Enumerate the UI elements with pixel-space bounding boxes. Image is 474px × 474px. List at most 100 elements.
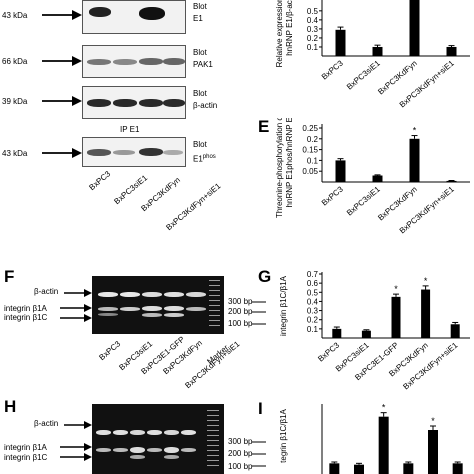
significance-marker: * [394, 284, 398, 294]
y-tick-label: 0.3 [307, 307, 319, 316]
band [96, 430, 111, 435]
arrow-icon [42, 96, 82, 106]
y-tick-label: 0.15 [302, 146, 318, 155]
bar [409, 138, 420, 182]
blot-label-target: E1phos [193, 154, 216, 164]
bp-label: 100 bp [228, 462, 253, 471]
band [142, 292, 162, 297]
x-tick-label: BxPC3 [316, 340, 341, 363]
band [98, 292, 118, 297]
kda-label-e1phos: 43 kDa [2, 149, 28, 158]
blot-label: Blot [193, 140, 207, 149]
band [89, 7, 111, 17]
bar [446, 180, 457, 182]
bp-label: 300 bp [228, 437, 253, 446]
band [164, 430, 179, 435]
y-tick-label: 0.05 [302, 167, 318, 176]
ip-label: IP E1 [120, 125, 140, 134]
bar [446, 46, 457, 56]
band [113, 448, 128, 452]
blot-actin [82, 86, 186, 119]
bar [450, 324, 460, 338]
y-tick-label: 0.5 [307, 7, 319, 16]
y-tick-label: 0.25 [302, 124, 318, 133]
lane-label: BxPC3KdFyn+siE1 [164, 181, 223, 233]
band [87, 149, 111, 156]
chart-g: 0.10.20.30.40.50.60.7BxPC3BxPC3siE1*BxPC… [279, 270, 470, 391]
band [96, 448, 111, 452]
y-axis-label: Relative expression of [275, 0, 284, 67]
band [98, 307, 118, 311]
y-tick-label: 0.5 [307, 288, 319, 297]
band [87, 99, 111, 107]
panel-letter-i: I [258, 399, 263, 418]
y-tick-label: 0.2 [307, 34, 319, 43]
bar [361, 330, 371, 338]
y-tick-label: 0.1 [307, 325, 319, 334]
band [181, 448, 196, 452]
band [113, 430, 128, 435]
arrow-icon [60, 304, 92, 322]
bar [332, 328, 342, 338]
kda-label-actin: 39 kDa [2, 97, 28, 106]
y-axis-label: tegrin β1C/β1A [279, 409, 288, 463]
significance-marker: * [382, 403, 386, 413]
gel-band-label: integrin β1C [4, 453, 48, 462]
blot-label: Blot [193, 48, 207, 57]
y-tick-label: 0.6 [307, 279, 319, 288]
band [164, 292, 184, 297]
bp-ticks [252, 441, 266, 467]
band [139, 58, 163, 65]
arrow-icon [60, 443, 92, 461]
bar [391, 296, 401, 338]
y-axis-label: Threonine-phosphorylation of E1 [275, 118, 284, 218]
bar [409, 0, 420, 56]
y-tick-label: 0.1 [307, 156, 319, 165]
gel-band-label: β-actin [34, 287, 59, 296]
band [98, 313, 118, 316]
y-tick-label: 0.4 [307, 297, 319, 306]
bar [372, 46, 383, 56]
x-tick-label: BxPC3 [320, 58, 345, 81]
significance-marker: * [413, 126, 417, 136]
y-axis-label: hnRNP E1phos/hnRNP E1 [285, 118, 294, 207]
bp-label: 200 bp [228, 307, 253, 316]
arrow-icon [42, 56, 82, 66]
blot-e1-phos [82, 137, 186, 167]
y-axis-label: hnRNP E1/β-ac [285, 0, 294, 56]
arrow-icon [64, 421, 92, 429]
kda-label-pak1: 66 kDa [2, 57, 28, 66]
band [147, 448, 162, 452]
band [130, 447, 145, 453]
x-tick-label: BxPC3siE1 [345, 184, 382, 217]
band [139, 7, 165, 20]
chart-i: * * tegrin β1C/β1A [279, 403, 463, 474]
panel-letter-e: E [258, 117, 270, 136]
y-tick-label: 0.4 [307, 16, 319, 25]
bp-label: 200 bp [228, 449, 253, 458]
arrow-icon [42, 10, 82, 20]
band [163, 99, 185, 107]
x-tick-label: BxPC3KdFyn+siE1 [401, 340, 459, 391]
y-tick-label: 0.2 [307, 316, 319, 325]
bp-ticks [252, 301, 266, 325]
bar [403, 463, 414, 474]
band [130, 455, 145, 459]
lane-label: BxPC3 [87, 169, 113, 193]
band [113, 150, 135, 155]
band [186, 307, 206, 311]
band [130, 430, 145, 435]
gel-band-label: integrin β1A [4, 443, 47, 452]
y-tick-label: 0.1 [307, 43, 319, 52]
bar [428, 430, 438, 474]
y-tick-label: 0.3 [307, 25, 319, 34]
band [113, 59, 137, 65]
gel-h-image [92, 404, 224, 474]
band [113, 99, 137, 107]
band [142, 306, 162, 311]
blot-label-target: E1 [193, 14, 203, 23]
bar [335, 160, 346, 182]
band [147, 430, 162, 435]
blot-label-target: β-actin [193, 101, 218, 110]
